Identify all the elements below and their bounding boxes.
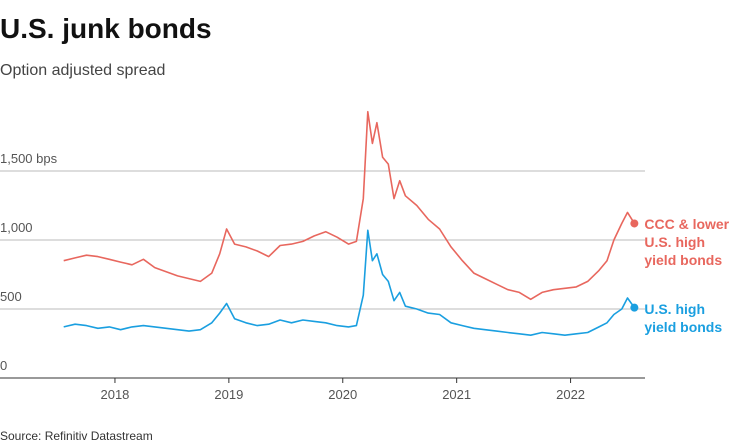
y-tick-label: 1,000 bbox=[0, 220, 33, 235]
series-line bbox=[63, 229, 636, 336]
end-dot bbox=[630, 303, 639, 312]
x-tick-label: 2021 bbox=[442, 387, 471, 402]
x-tick-label: 2022 bbox=[556, 387, 585, 402]
chart-title: U.S. junk bonds bbox=[0, 13, 212, 44]
y-tick-label: 0 bbox=[0, 358, 7, 373]
x-tick-label: 2020 bbox=[328, 387, 357, 402]
source: Source: Refinitiv Datastream bbox=[0, 429, 153, 443]
x-tick-label: 2018 bbox=[100, 387, 129, 402]
y-tick-label: 500 bbox=[0, 289, 22, 304]
series-label: CCC & lower U.S. high yield bonds bbox=[644, 216, 730, 269]
series-label: U.S. high yield bonds bbox=[644, 300, 723, 335]
series-line bbox=[63, 110, 636, 301]
x-tick-label: 2019 bbox=[214, 387, 243, 402]
end-dot bbox=[630, 219, 639, 228]
chart-subtitle: Option adjusted spread bbox=[0, 62, 165, 79]
y-tick-label: 1,500 bps bbox=[0, 151, 58, 166]
